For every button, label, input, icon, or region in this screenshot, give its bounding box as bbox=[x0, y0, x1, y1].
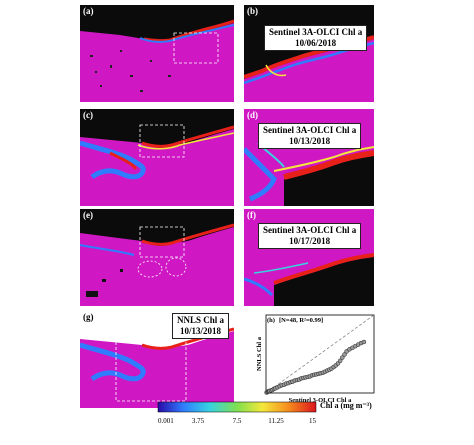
scatter-point bbox=[337, 358, 343, 364]
map-panel-g: (g) NNLS Chl a 10/13/2018 bbox=[80, 311, 234, 408]
map-panel-d: (d) Sentinel 3A-OLCI Chl a 10/13/2018 bbox=[244, 109, 374, 206]
panel-f-title: Sentinel 3A-OLCI Chl a 10/17/2018 bbox=[258, 223, 362, 249]
colorbar-tick-3: 11.25 bbox=[268, 417, 284, 425]
map-panel-e: (e) bbox=[80, 209, 234, 306]
panel-f-label: (f) bbox=[247, 210, 256, 220]
panel-g-title: NNLS Chl a 10/13/2018 bbox=[172, 313, 230, 339]
panel-c-label: (c) bbox=[83, 110, 93, 120]
map-panel-b: (b) Sentinel 3A-OLCI Chl a 10/06/2018 bbox=[244, 5, 374, 102]
panel-d-title-text: Sentinel 3A-OLCI Chl a bbox=[263, 125, 357, 135]
scatter-plot-h: (h) [N=48, R²=0.99] Sentinel 3-OLCI Chl … bbox=[256, 314, 375, 404]
scatter-ylabel: NNLS Chl a bbox=[256, 336, 263, 371]
scatter-xlabel: Sentinel 3-OLCI Chl a bbox=[289, 397, 352, 404]
map-f-graphic bbox=[244, 253, 374, 306]
panel-b-title-text: Sentinel 3A-OLCI Chl a bbox=[269, 27, 363, 37]
panel-e-label: (e) bbox=[83, 210, 93, 220]
panel-g-label: (g) bbox=[83, 312, 94, 322]
scatter-point bbox=[342, 352, 347, 357]
map-c-graphic bbox=[80, 109, 234, 180]
map-b-graphic bbox=[244, 5, 374, 85]
colorbar-tick-0: 0.001 bbox=[158, 417, 174, 425]
panel-d-label: (d) bbox=[247, 110, 258, 120]
panel-d-date: 10/13/2018 bbox=[289, 136, 331, 146]
colorbar-gradient bbox=[157, 401, 317, 413]
scatter-point bbox=[361, 339, 367, 345]
map-e-graphic bbox=[80, 209, 234, 297]
colorbar-tick-2: 7.5 bbox=[233, 417, 242, 425]
panel-d-title: Sentinel 3A-OLCI Chl a 10/13/2018 bbox=[258, 123, 362, 149]
scatter-point bbox=[340, 355, 345, 360]
colorbar-tick-1: 3.75 bbox=[192, 417, 205, 425]
panel-b-label: (b) bbox=[247, 6, 258, 16]
panel-g-date: 10/13/2018 bbox=[180, 326, 222, 336]
scatter-annotation: [N=48, R²=0.99] bbox=[279, 317, 323, 324]
panel-b-title: Sentinel 3A-OLCI Chl a 10/06/2018 bbox=[264, 25, 368, 51]
colorbar-label: Chl a (mg m⁻³) bbox=[320, 401, 372, 410]
panel-a-label: (a) bbox=[83, 6, 94, 16]
colorbar-tick-4: 15 bbox=[309, 417, 317, 425]
panel-b-date: 10/06/2018 bbox=[295, 38, 337, 48]
map-panel-c: (c) bbox=[80, 109, 234, 206]
panel-f-date: 10/17/2018 bbox=[289, 236, 331, 246]
map-panel-a: (a) bbox=[80, 5, 234, 102]
map-panel-f: (f) Sentinel 3A-OLCI Chl a 10/17/2018 bbox=[244, 209, 374, 306]
map-a-graphic bbox=[80, 5, 234, 92]
panel-h-label: (h) bbox=[267, 317, 275, 324]
panel-f-title-text: Sentinel 3A-OLCI Chl a bbox=[263, 225, 357, 235]
panel-g-title-text: NNLS Chl a bbox=[177, 315, 225, 325]
colorbar: 0.001 3.75 7.5 11.25 15 bbox=[157, 401, 317, 425]
identity-line bbox=[265, 314, 375, 394]
